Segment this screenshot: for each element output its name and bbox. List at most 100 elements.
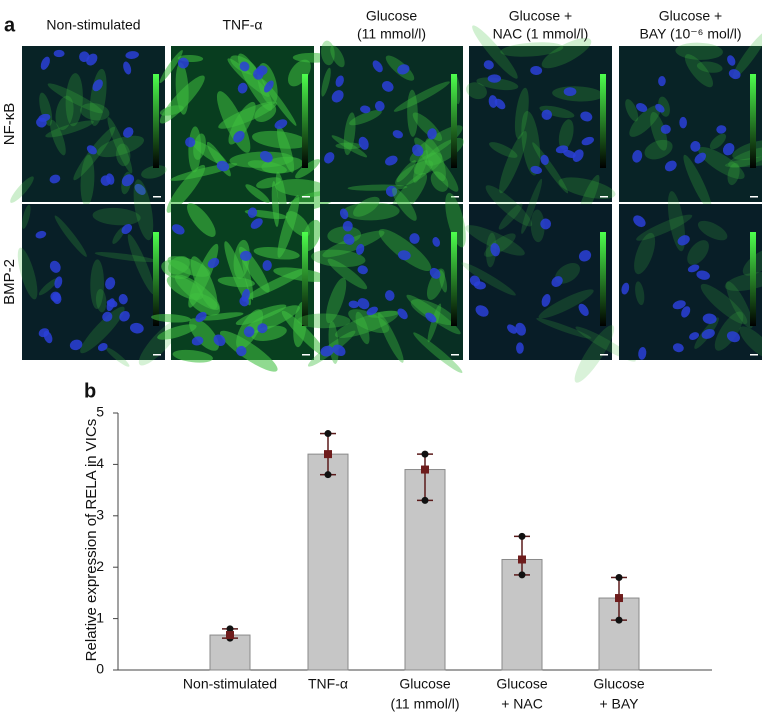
nucleus: [397, 64, 410, 75]
cytoplasm: [395, 160, 434, 187]
cytoplasm: [10, 176, 34, 203]
nucleus: [672, 343, 684, 353]
cytoplasm: [413, 149, 429, 183]
mean-marker: [324, 450, 332, 459]
cytoplasm: [107, 117, 133, 174]
cytoplasm: [532, 142, 569, 194]
y-axis-label: Relative expression of RELA in VICs: [83, 419, 100, 662]
cytoplasm: [698, 146, 745, 180]
cytoplasm: [349, 110, 382, 126]
nucleus: [195, 311, 207, 323]
cytoplasm: [325, 277, 347, 324]
nucleus: [381, 81, 394, 92]
cytoplasm: [327, 258, 368, 290]
cytoplasm: [38, 278, 59, 296]
mean-marker: [421, 465, 429, 474]
cytoplasm: [636, 214, 693, 241]
cytoplasm: [635, 281, 645, 306]
cytoplasm: [321, 67, 331, 97]
nucleus: [632, 149, 643, 163]
cytoplasm: [54, 215, 87, 257]
y-tick-label: 5: [96, 404, 104, 420]
cytoplasm: [485, 185, 533, 227]
color-scale: [153, 74, 159, 168]
cytoplasm: [521, 110, 541, 176]
nucleus: [488, 95, 498, 108]
nucleus: [259, 150, 273, 163]
cytoplasm: [407, 89, 418, 137]
cytoplasm: [675, 42, 723, 60]
nucleus: [385, 155, 398, 166]
nucleus: [722, 143, 735, 156]
nucleus: [487, 74, 502, 83]
nucleus: [397, 308, 408, 320]
nucleus: [541, 109, 553, 120]
cytoplasm: [80, 103, 110, 121]
nucleus: [702, 313, 717, 324]
nucleus: [633, 215, 646, 228]
nucleus: [555, 145, 569, 154]
error-point: [615, 616, 623, 624]
color-scale: [750, 232, 756, 326]
nucleus: [728, 69, 741, 80]
y-tick-label: 4: [96, 455, 104, 471]
cytoplasm: [558, 177, 616, 199]
nucleus: [253, 68, 264, 80]
error-point: [421, 450, 429, 458]
nucleus: [52, 292, 62, 304]
x-tick-label: + BAY: [599, 696, 639, 712]
cytoplasm: [466, 82, 487, 100]
cytoplasm: [499, 131, 527, 194]
cytoplasm: [697, 220, 728, 241]
cytoplasm: [650, 111, 668, 151]
cytoplasm: [465, 225, 525, 256]
scale-bar: [153, 196, 161, 198]
cytoplasm: [445, 192, 466, 248]
cytoplasm: [476, 77, 519, 91]
nucleus: [339, 208, 349, 220]
nucleus: [490, 243, 500, 257]
nucleus: [233, 130, 245, 143]
cytoplasm: [396, 160, 416, 183]
cytoplasm: [335, 142, 362, 150]
cytoplasm: [406, 294, 461, 335]
y-tick-label: 3: [96, 507, 104, 523]
cytoplasm: [392, 187, 417, 221]
scale-bar: [600, 196, 608, 198]
nucleus: [563, 149, 576, 158]
cytoplasm: [724, 271, 762, 291]
cytoplasm: [355, 311, 370, 345]
nucleus: [356, 243, 365, 255]
cytoplasm: [514, 87, 529, 140]
nucleus: [123, 61, 132, 75]
x-tick-label: Glucose: [399, 676, 451, 692]
cytoplasm: [726, 281, 753, 329]
error-point: [518, 571, 526, 579]
nucleus: [425, 312, 437, 323]
nucleus: [677, 235, 690, 246]
nucleus: [572, 149, 584, 162]
cytoplasm: [253, 247, 300, 260]
nucleus: [250, 218, 263, 229]
column-header: TNF-α: [223, 17, 263, 33]
nucleus: [239, 61, 250, 72]
nucleus: [357, 298, 370, 310]
nucleus: [331, 90, 344, 103]
cytoplasm: [644, 139, 673, 160]
cytoplasm: [321, 40, 335, 66]
nucleus: [540, 154, 549, 165]
cytoplasm: [683, 154, 713, 212]
nucleus: [40, 56, 50, 70]
cytoplasm: [241, 252, 254, 301]
nucleus: [342, 220, 353, 232]
nucleus: [672, 300, 686, 310]
cytoplasm: [94, 252, 158, 263]
nucleus: [102, 311, 113, 322]
nucleus: [320, 345, 334, 357]
nucleus: [54, 276, 63, 289]
nucleus: [727, 55, 736, 66]
color-scale: [451, 232, 457, 326]
scale-bar: [302, 354, 310, 356]
cytoplasm: [709, 133, 727, 150]
nucleus: [679, 116, 687, 129]
